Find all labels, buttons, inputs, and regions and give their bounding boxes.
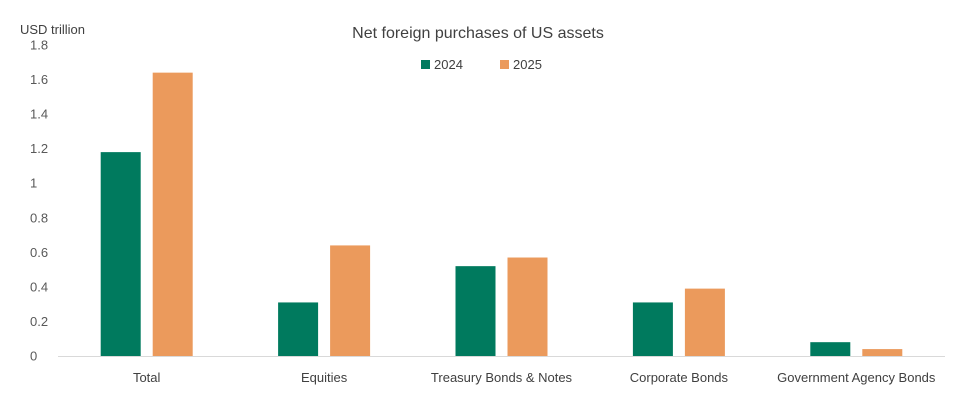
- x-tick-label: Corporate Bonds: [630, 370, 729, 385]
- bar-2024-treasury-bonds-notes: [455, 266, 496, 356]
- bar-2024-corporate-bonds: [632, 302, 673, 356]
- y-tick-label: 0.8: [30, 210, 48, 225]
- x-tick-label: Government Agency Bonds: [777, 370, 936, 385]
- bar-2025-corporate-bonds: [684, 288, 725, 356]
- bar-2025-equities: [330, 245, 371, 356]
- bar-2024-total: [100, 152, 141, 356]
- y-tick-label: 1.6: [30, 72, 48, 87]
- y-tick-label: 0.4: [30, 279, 48, 294]
- y-tick-label: 0.6: [30, 245, 48, 260]
- bar-2024-government-agency-bonds: [810, 342, 851, 356]
- x-tick-label: Total: [133, 370, 161, 385]
- y-tick-label: 0.2: [30, 314, 48, 329]
- y-axis-unit-label: USD trillion: [20, 22, 85, 37]
- chart-title: Net foreign purchases of US assets: [352, 25, 604, 42]
- x-tick-label: Treasury Bonds & Notes: [431, 370, 573, 385]
- bar-2025-government-agency-bonds: [862, 349, 903, 356]
- x-tick-label: Equities: [301, 370, 348, 385]
- legend-label-2025: 2025: [513, 57, 542, 72]
- legend-swatch-2024: [421, 60, 430, 69]
- legend-swatch-2025: [500, 60, 509, 69]
- bars-group: [100, 72, 903, 357]
- bar-2025-total: [152, 72, 193, 357]
- y-tick-label: 1.2: [30, 141, 48, 156]
- bar-2024-equities: [278, 302, 319, 356]
- legend: 2024 2025: [421, 57, 542, 72]
- legend-label-2024: 2024: [434, 57, 463, 72]
- bar-2025-treasury-bonds-notes: [507, 257, 548, 356]
- y-axis-ticks: 0 0.2 0.4 0.6 0.8 1 1.2 1.4 1.6 1.8: [30, 38, 48, 364]
- y-tick-label: 1.4: [30, 107, 48, 122]
- x-axis-labels: Total Equities Treasury Bonds & Notes Corpo…: [133, 370, 936, 385]
- y-tick-label: 1: [30, 176, 37, 191]
- y-tick-label: 1.8: [30, 38, 48, 53]
- y-tick-label: 0: [30, 349, 37, 364]
